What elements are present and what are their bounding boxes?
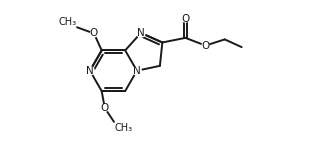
Text: CH₃: CH₃ [58, 17, 76, 26]
Text: O: O [201, 41, 210, 50]
Text: N: N [137, 28, 145, 38]
Text: N: N [133, 66, 141, 76]
Text: N: N [86, 66, 94, 76]
Text: O: O [90, 28, 98, 38]
Circle shape [133, 67, 141, 75]
Text: O: O [101, 103, 109, 113]
Circle shape [86, 67, 94, 75]
Circle shape [101, 104, 108, 112]
Circle shape [137, 29, 145, 37]
Circle shape [202, 42, 209, 49]
Text: CH₃: CH₃ [115, 123, 133, 133]
Text: O: O [181, 14, 190, 24]
Circle shape [91, 30, 97, 37]
Circle shape [182, 15, 189, 22]
